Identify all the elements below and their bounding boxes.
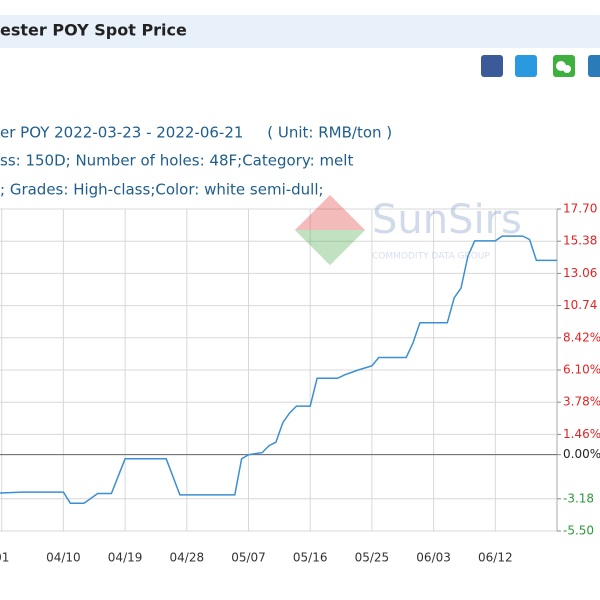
wechat-bubble bbox=[563, 65, 571, 73]
watermark: SunSirs COMMODITY DATA GROUP bbox=[295, 195, 522, 265]
x-tick-label: 04/28 bbox=[170, 551, 205, 565]
watermark-logo bbox=[295, 195, 365, 265]
y-tick-label: 10.74 bbox=[563, 298, 597, 312]
watermark-tagline: COMMODITY DATA GROUP bbox=[372, 252, 490, 262]
price-line bbox=[0, 235, 557, 504]
y-tick-label: 8.42% bbox=[563, 330, 600, 344]
y-tick-label: 15.38 bbox=[563, 234, 597, 248]
share-icons bbox=[481, 55, 600, 77]
y-tick-label: 6.10% bbox=[563, 363, 600, 377]
plot: 17.70 15.38 13.06 10.74 8.42% 6.10% 3.78% 1.46%… bbox=[0, 202, 600, 565]
x-tick-label: 06/12 bbox=[478, 551, 513, 565]
y-tick-label: -5.50 bbox=[563, 524, 594, 538]
facebook-icon[interactable] bbox=[481, 55, 503, 77]
y-tick-label: 0.00% bbox=[563, 447, 600, 461]
x-tick-label: 04/10 bbox=[46, 551, 81, 565]
y-tick-label: 17.70 bbox=[563, 202, 597, 216]
x-tick-label: 04/19 bbox=[108, 551, 143, 565]
watermark-logo bbox=[295, 230, 365, 265]
watermark-brand: SunSirs bbox=[372, 197, 522, 243]
x-tick-label: 06/03 bbox=[416, 551, 451, 565]
x-tick-label: 05/16 bbox=[293, 551, 328, 565]
twitter-icon[interactable] bbox=[515, 55, 537, 77]
info-line: er POY 2022-03-23 - 2022-06-21 ( Unit: R… bbox=[0, 124, 392, 142]
x-tick-label: 05/25 bbox=[355, 551, 390, 565]
y-tick-label: 1.46% bbox=[563, 427, 600, 441]
y-tick-label: 3.78% bbox=[563, 395, 600, 409]
info-line: ; Grades: High-class;Color: white semi-d… bbox=[0, 181, 324, 199]
y-tick-label: 13.06 bbox=[563, 266, 597, 280]
y-tick-label: -3.18 bbox=[563, 491, 594, 505]
header-title: ester POY Spot Price bbox=[0, 21, 187, 40]
info-line: ss: 150D; Number of holes: 48F;Category:… bbox=[0, 152, 353, 170]
x-tick-label: 05/07 bbox=[231, 551, 266, 565]
linkedin-icon[interactable] bbox=[588, 55, 600, 77]
header-bar bbox=[0, 15, 600, 48]
x-tick-label: 01 bbox=[0, 551, 9, 565]
